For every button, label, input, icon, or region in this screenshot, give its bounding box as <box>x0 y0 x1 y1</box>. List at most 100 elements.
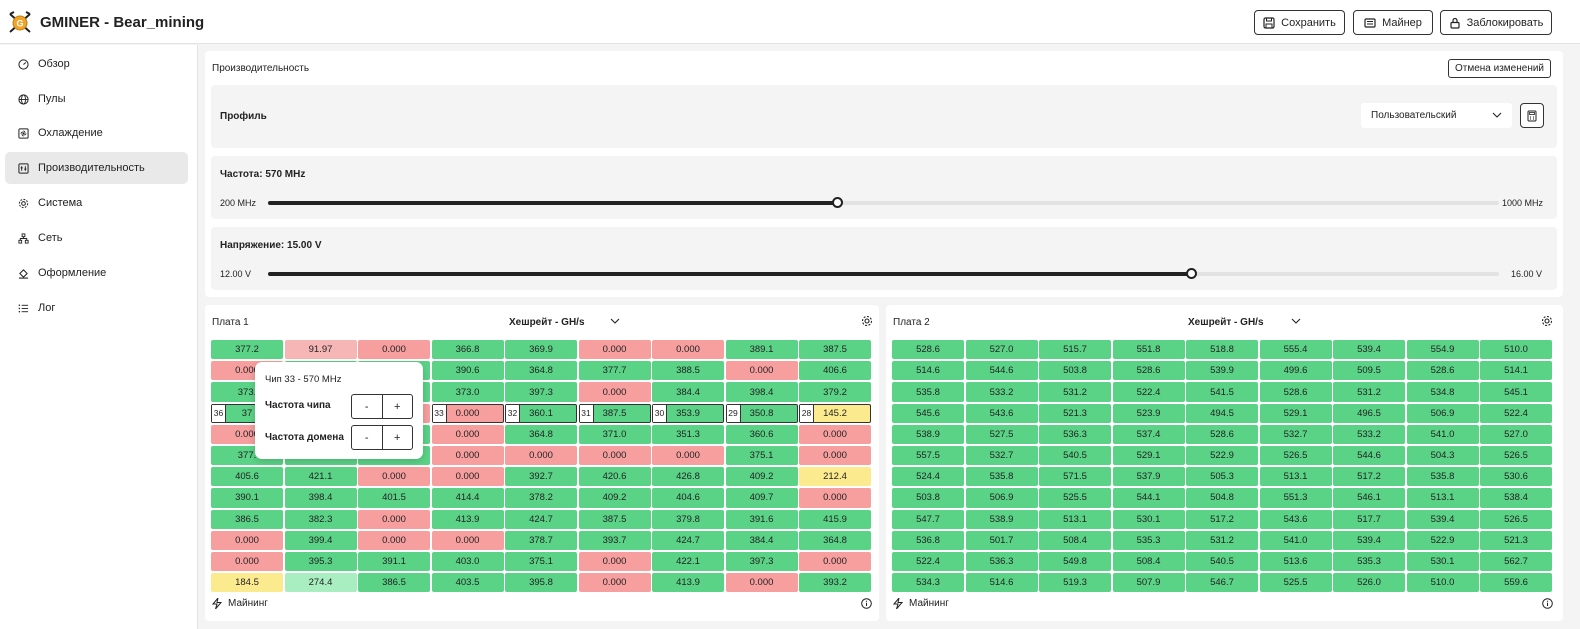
chip-cell[interactable]: 0.000 <box>358 467 430 487</box>
chip-cell[interactable]: 0.000 <box>431 530 504 550</box>
chip-cell[interactable]: 532.7 <box>965 445 1038 466</box>
chip-cell[interactable]: 551.8 <box>1112 340 1185 360</box>
chip-cell[interactable]: 538.4 <box>1480 488 1552 508</box>
chip-cell[interactable]: 0.000 <box>211 551 283 572</box>
chip-cell[interactable]: 541.0 <box>1406 424 1479 445</box>
chip-cell[interactable]: 535.8 <box>892 382 964 402</box>
chip-frequency-increase-button[interactable]: + <box>394 400 401 413</box>
chip-cell[interactable]: 0.000 <box>358 340 430 360</box>
chip-cell[interactable]: 539.4 <box>1333 340 1405 360</box>
chip-cell[interactable]: 29 350.8 <box>725 403 798 423</box>
chip-cell[interactable]: 545.1 <box>1480 382 1552 402</box>
chip-cell[interactable]: 546.7 <box>1186 573 1258 593</box>
chip-cell[interactable]: 554.9 <box>1406 340 1479 360</box>
chip-cell[interactable]: 391.1 <box>358 551 430 572</box>
chip-cell[interactable]: 541.0 <box>1259 530 1332 550</box>
chip-cell[interactable]: 510.0 <box>1406 573 1479 593</box>
chip-cell[interactable]: 401.5 <box>358 488 430 508</box>
chip-cell[interactable]: 533.2 <box>1333 424 1405 445</box>
chip-cell[interactable]: 274.4 <box>284 573 357 593</box>
chip-cell[interactable]: 424.7 <box>505 509 577 529</box>
chip-cell[interactable]: 544.6 <box>965 361 1038 381</box>
sidebar-item-network[interactable]: Сеть <box>5 222 188 254</box>
chip-cell[interactable]: 525.5 <box>1259 573 1332 593</box>
chip-cell[interactable]: 540.5 <box>1039 445 1111 466</box>
chip-cell[interactable]: 0.000 <box>358 509 430 529</box>
chip-cell[interactable]: 404.6 <box>652 488 724 508</box>
chip-cell[interactable]: 360.6 <box>725 424 798 445</box>
chip-cell[interactable]: 526.0 <box>1333 573 1405 593</box>
chip-cell[interactable]: 505.3 <box>1186 467 1258 487</box>
chip-cell[interactable]: 0.000 <box>505 445 577 466</box>
chip-cell[interactable]: 395.8 <box>505 573 577 593</box>
chip-cell[interactable]: 421.1 <box>284 467 357 487</box>
chip-cell[interactable]: 390.1 <box>211 488 283 508</box>
domain-frequency-increase-button[interactable]: + <box>394 431 401 444</box>
chip-cell[interactable]: 403.5 <box>431 573 504 593</box>
chip-cell[interactable]: 33 0.000 <box>431 403 504 423</box>
chip-cell[interactable]: 390.6 <box>431 361 504 381</box>
chip-cell[interactable]: 527.0 <box>1480 424 1552 445</box>
sidebar-item-log[interactable]: Лог <box>5 292 188 324</box>
sidebar-item-cooling[interactable]: Охлаждение <box>5 117 188 149</box>
chip-cell[interactable]: 364.8 <box>505 361 577 381</box>
chip-cell[interactable]: 546.1 <box>1333 488 1405 508</box>
chip-cell[interactable]: 508.4 <box>1112 551 1185 572</box>
chip-cell[interactable]: 506.9 <box>965 488 1038 508</box>
chevron-down-icon[interactable] <box>1290 315 1302 327</box>
profile-select[interactable]: Пользовательский <box>1361 103 1512 128</box>
chip-cell[interactable]: 524.4 <box>892 467 964 487</box>
chip-cell[interactable]: 535.3 <box>1333 551 1405 572</box>
chip-cell[interactable]: 398.4 <box>284 488 357 508</box>
chip-cell[interactable]: 414.4 <box>431 488 504 508</box>
chip-cell[interactable]: 397.3 <box>505 382 577 402</box>
chip-cell[interactable]: 523.9 <box>1112 403 1185 423</box>
chip-cell[interactable]: 409.7 <box>725 488 798 508</box>
chip-cell[interactable]: 0.000 <box>799 424 871 445</box>
chip-cell[interactable]: 526.5 <box>1480 509 1552 529</box>
chip-cell[interactable]: 389.1 <box>725 340 798 360</box>
chip-cell[interactable]: 91.97 <box>284 340 357 360</box>
chip-cell[interactable]: 536.8 <box>892 530 964 550</box>
chip-frequency-stepper[interactable]: - + <box>351 394 413 419</box>
chip-cell[interactable]: 32 360.1 <box>505 403 577 423</box>
chip-cell[interactable]: 537.4 <box>1112 424 1185 445</box>
chip-cell[interactable]: 397.3 <box>725 551 798 572</box>
chip-cell[interactable]: 386.5 <box>211 509 283 529</box>
sidebar-item-pools[interactable]: Пулы <box>5 83 188 115</box>
chip-cell[interactable]: 508.4 <box>1039 530 1111 550</box>
chip-cell[interactable]: 530.1 <box>1406 551 1479 572</box>
sidebar-item-appearance[interactable]: Оформление <box>5 257 188 289</box>
chip-cell[interactable]: 527.5 <box>965 424 1038 445</box>
chip-cell[interactable]: 533.2 <box>965 382 1038 402</box>
chip-cell[interactable]: 184.5 <box>211 573 283 593</box>
chip-cell[interactable]: 0.000 <box>578 551 651 572</box>
chip-cell[interactable]: 534.3 <box>892 573 964 593</box>
chip-cell[interactable]: 543.6 <box>965 403 1038 423</box>
chip-cell[interactable]: 0.000 <box>578 445 651 466</box>
chip-cell[interactable]: 521.3 <box>1480 530 1552 550</box>
chip-cell[interactable]: 371.0 <box>578 424 651 445</box>
chip-cell[interactable]: 517.7 <box>1333 509 1405 529</box>
chip-cell[interactable]: 521.3 <box>1039 403 1111 423</box>
chip-cell[interactable]: 388.5 <box>652 361 724 381</box>
chip-cell[interactable]: 393.7 <box>578 530 651 550</box>
chip-cell[interactable]: 0.000 <box>652 340 724 360</box>
chip-cell[interactable]: 378.2 <box>505 488 577 508</box>
chip-cell[interactable]: 504.3 <box>1406 445 1479 466</box>
chip-cell[interactable]: 386.5 <box>358 573 430 593</box>
chip-cell[interactable]: 377.2 <box>211 340 283 360</box>
chip-cell[interactable]: 0.000 <box>652 445 724 466</box>
chip-cell[interactable]: 373.0 <box>431 382 504 402</box>
domain-frequency-stepper[interactable]: - + <box>351 425 413 450</box>
chip-cell[interactable]: 499.6 <box>1259 361 1332 381</box>
sidebar-item-overview[interactable]: Обзор <box>5 48 188 80</box>
chip-cell[interactable]: 415.9 <box>799 509 871 529</box>
chip-cell[interactable]: 351.3 <box>652 424 724 445</box>
chip-cell[interactable]: 0.000 <box>799 488 871 508</box>
chip-cell[interactable]: 531.2 <box>1039 382 1111 402</box>
chip-cell[interactable]: 526.5 <box>1259 445 1332 466</box>
chip-cell[interactable]: 530.6 <box>1480 467 1552 487</box>
chip-cell[interactable]: 539.4 <box>1406 509 1479 529</box>
chip-cell[interactable]: 379.8 <box>652 509 724 529</box>
